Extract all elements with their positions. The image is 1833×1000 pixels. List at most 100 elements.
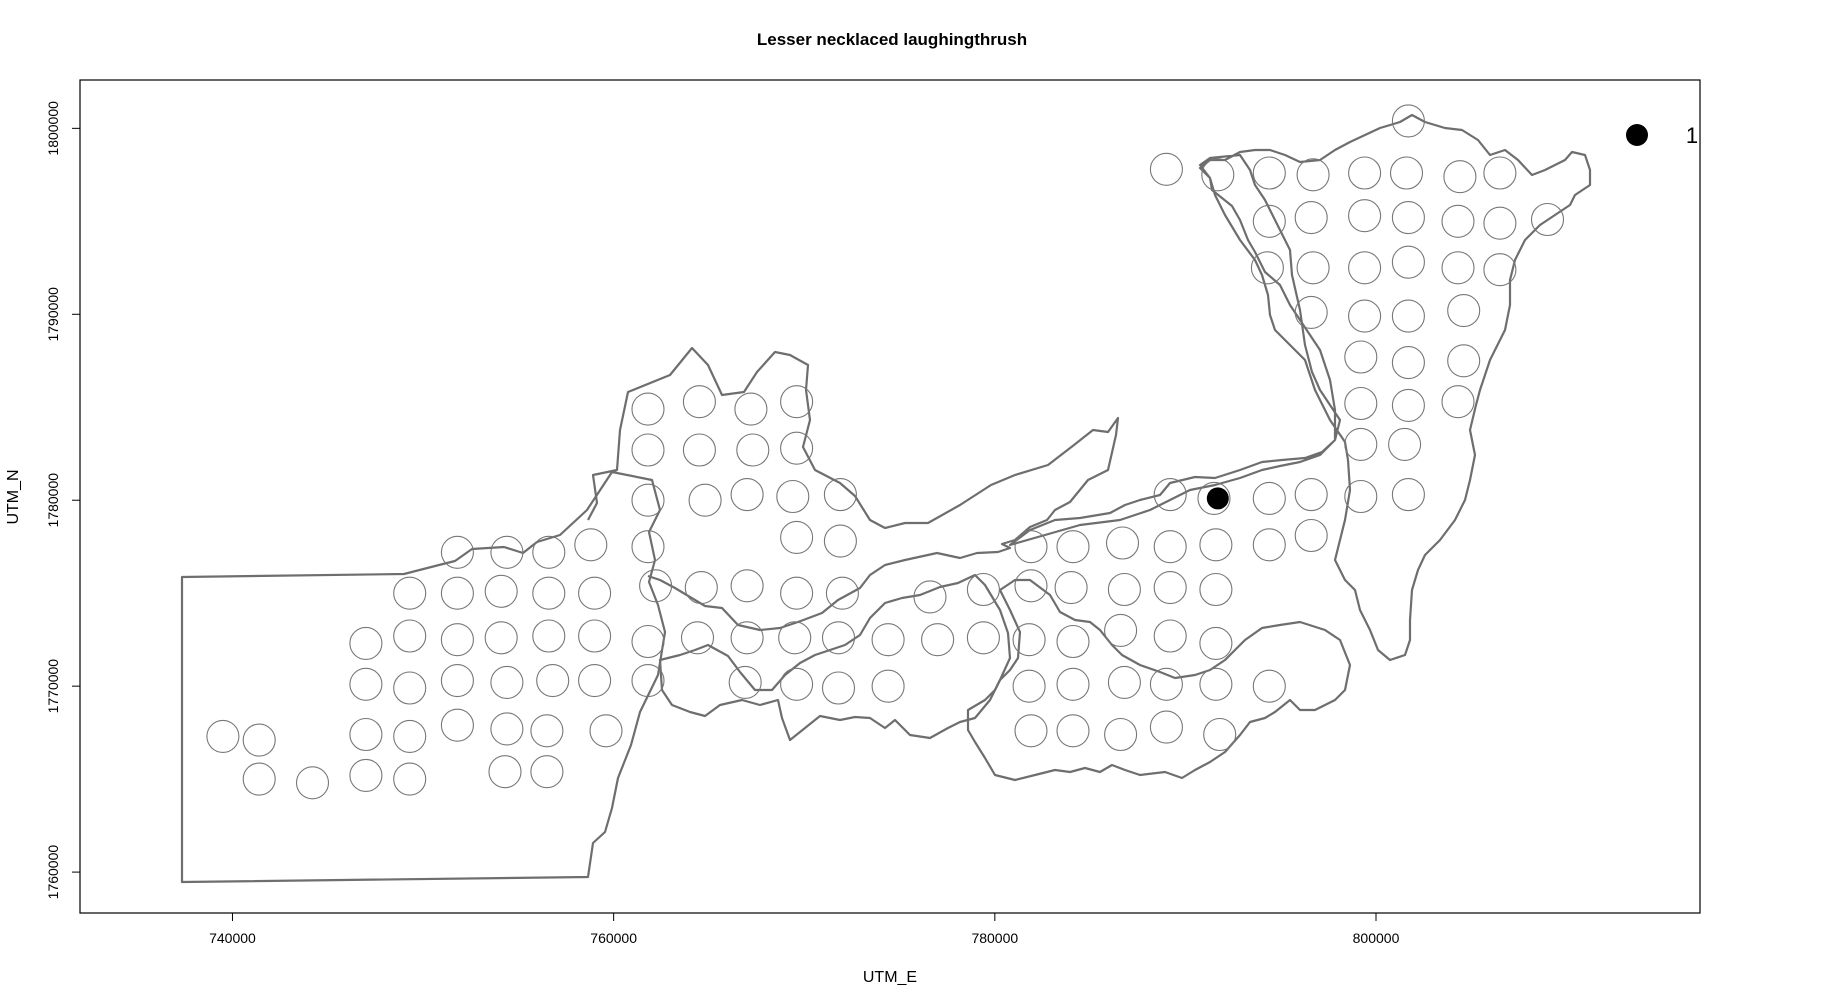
survey-point	[1483, 253, 1517, 287]
survey-point	[823, 524, 857, 558]
survey-point	[1199, 626, 1233, 660]
survey-point	[631, 664, 665, 698]
survey-point	[1203, 717, 1237, 752]
survey-point	[1252, 669, 1286, 703]
survey-point	[440, 664, 474, 698]
survey-point	[1441, 204, 1475, 238]
legend-label: 1	[1686, 123, 1698, 148]
survey-point	[780, 431, 814, 465]
y-tick-label: 1790000	[45, 287, 61, 342]
survey-point	[1153, 478, 1187, 512]
survey-point	[1107, 572, 1141, 607]
survey-point	[349, 758, 383, 792]
survey-point	[1107, 665, 1141, 699]
survey-point	[825, 576, 859, 610]
survey-point	[1149, 710, 1183, 744]
legend: 1	[1626, 123, 1698, 148]
survey-point	[393, 619, 427, 653]
survey-point	[393, 576, 427, 610]
boundary-central-north	[587, 346, 1120, 632]
survey-point	[1252, 528, 1286, 562]
survey-point	[578, 664, 612, 698]
survey-point	[682, 385, 716, 419]
survey-point	[780, 576, 814, 610]
survey-point	[440, 708, 474, 742]
survey-point	[1344, 386, 1378, 421]
survey-point	[1056, 667, 1090, 701]
survey-point	[1014, 530, 1048, 564]
x-tick-label: 800000	[1353, 930, 1400, 946]
survey-point	[440, 623, 474, 657]
survey-point	[913, 580, 947, 614]
survey-point	[1447, 294, 1481, 328]
survey-point	[1388, 427, 1422, 461]
y-axis-title: UTM_N	[5, 469, 22, 524]
survey-point	[776, 479, 810, 514]
survey-point	[821, 621, 856, 655]
survey-point	[1014, 714, 1048, 748]
survey-point	[1153, 571, 1187, 605]
survey-point	[1012, 623, 1046, 657]
survey-point	[780, 385, 814, 419]
survey-point	[631, 624, 665, 659]
survey-point	[242, 762, 276, 796]
survey-point	[393, 719, 427, 753]
survey-point	[1443, 160, 1477, 194]
survey-point	[1391, 201, 1425, 235]
x-tick-label: 760000	[590, 930, 637, 946]
survey-point	[440, 535, 474, 569]
survey-point	[532, 576, 566, 610]
survey-point	[488, 755, 522, 789]
survey-point	[1294, 201, 1328, 235]
axes: 740000 760000 780000 800000 1760000 1770000 17…	[45, 101, 1400, 946]
y-tick-label: 1800000	[45, 101, 61, 156]
survey-point	[1296, 251, 1330, 285]
survey-point	[688, 483, 722, 517]
survey-points	[206, 104, 1565, 800]
survey-point	[1294, 518, 1328, 553]
survey-point	[1199, 528, 1233, 562]
survey-point	[1054, 571, 1088, 605]
survey-point	[1483, 156, 1517, 190]
boundary-west-block	[180, 470, 667, 884]
y-tick-label: 1760000	[45, 845, 61, 900]
survey-point	[1391, 299, 1425, 333]
boundary-east-block	[966, 578, 1352, 782]
survey-point	[966, 621, 1000, 655]
survey-point	[574, 528, 608, 562]
survey-point	[393, 671, 427, 705]
survey-point	[1344, 340, 1378, 374]
survey-point	[484, 574, 518, 608]
survey-point	[823, 478, 857, 512]
survey-point	[966, 572, 1000, 607]
survey-point	[736, 433, 770, 467]
survey-point	[1252, 481, 1286, 515]
survey-point	[821, 671, 856, 705]
survey-point	[1056, 714, 1090, 748]
survey-point	[1391, 478, 1425, 512]
survey-point	[1149, 152, 1183, 186]
survey-point	[1199, 667, 1233, 701]
survey-point	[631, 530, 665, 564]
x-axis-title: UTM_E	[863, 969, 917, 986]
plot-frame	[79, 79, 1701, 914]
survey-point	[871, 623, 905, 657]
survey-point	[536, 664, 570, 698]
survey-point	[1104, 717, 1138, 752]
survey-point	[1199, 572, 1233, 607]
survey-point	[1348, 251, 1382, 285]
survey-point	[1153, 530, 1187, 564]
survey-point	[1197, 481, 1231, 515]
survey-point	[490, 665, 524, 699]
survey-point	[490, 712, 524, 746]
survey-point	[1530, 202, 1565, 237]
survey-point	[349, 626, 383, 660]
survey-point	[1348, 199, 1382, 233]
survey-point	[1056, 530, 1090, 564]
survey-point	[631, 483, 665, 517]
survey-point	[921, 623, 955, 657]
chart-title: Lesser necklaced laughingthrush	[757, 30, 1027, 49]
survey-point	[1296, 158, 1330, 192]
survey-point	[631, 392, 665, 426]
